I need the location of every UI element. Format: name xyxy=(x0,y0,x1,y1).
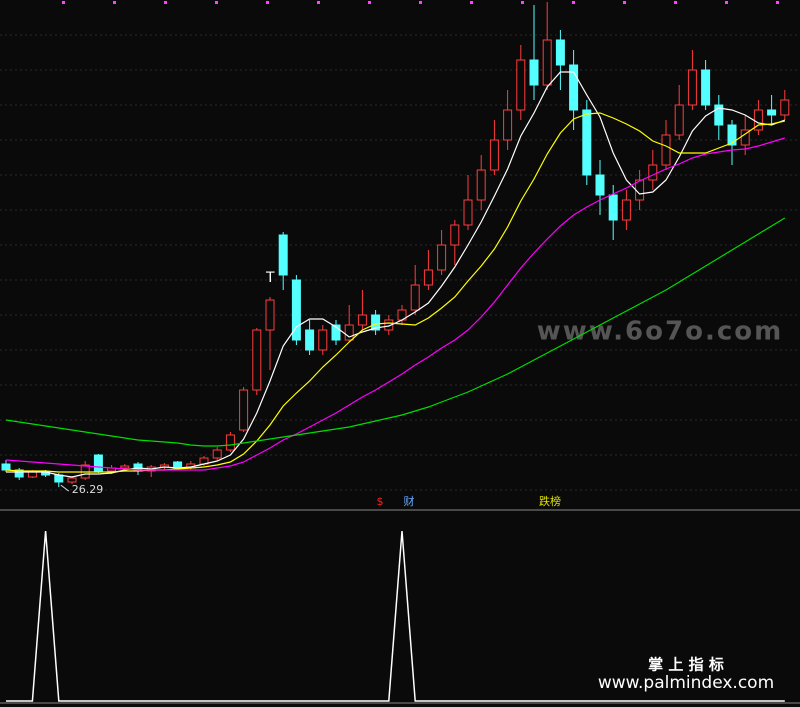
candle-body xyxy=(740,129,750,146)
candle-body xyxy=(423,269,433,286)
candle-body xyxy=(727,124,737,146)
candle-body xyxy=(450,224,460,246)
low-label: 26.29 xyxy=(72,483,104,496)
ma-line xyxy=(5,137,785,471)
top-marker xyxy=(164,1,167,4)
candle-body xyxy=(93,454,103,472)
candle-body xyxy=(687,69,697,106)
candle-body xyxy=(54,474,64,483)
candle-body xyxy=(489,139,499,171)
candle-body xyxy=(648,164,658,181)
candle-body xyxy=(371,314,381,331)
annotation: T xyxy=(265,270,275,286)
candle-body xyxy=(582,109,592,176)
indicator-line xyxy=(6,530,785,702)
candle-body xyxy=(225,434,235,451)
candle-body xyxy=(569,64,579,111)
top-marker xyxy=(62,1,65,4)
ma-line xyxy=(5,112,785,473)
candle-body xyxy=(120,465,130,469)
candle-body xyxy=(357,314,367,326)
watermark: www.6o7o.com xyxy=(537,317,783,347)
top-marker xyxy=(674,1,677,4)
candle-body xyxy=(265,299,275,331)
candle-body xyxy=(1,463,11,471)
top-marker xyxy=(776,1,779,4)
candle-body xyxy=(27,471,37,478)
candle-body xyxy=(437,244,447,271)
candle-body xyxy=(542,39,552,86)
candle-body xyxy=(714,104,724,126)
candle-body xyxy=(555,39,565,66)
candle-body xyxy=(661,134,671,166)
top-marker xyxy=(113,1,116,4)
candle-body xyxy=(701,69,711,106)
candle-body xyxy=(608,194,618,221)
candle-body xyxy=(252,329,262,391)
footer-url: www.palmindex.com xyxy=(598,673,774,693)
candle-body xyxy=(278,234,288,276)
top-marker xyxy=(266,1,269,4)
ma-line xyxy=(5,217,786,447)
candle-body xyxy=(529,59,539,86)
top-marker xyxy=(368,1,371,4)
candle-body xyxy=(212,449,222,459)
candle-body xyxy=(674,104,684,136)
signal-label: 跌榜 xyxy=(539,494,561,508)
low-arrow xyxy=(60,484,70,492)
candle-body xyxy=(410,284,420,311)
signal-label: $ xyxy=(377,495,384,508)
candle-body xyxy=(780,99,790,116)
top-marker xyxy=(572,1,575,4)
top-marker xyxy=(470,1,473,4)
top-marker xyxy=(419,1,422,4)
candle-body xyxy=(239,389,249,431)
candle-body xyxy=(318,329,328,351)
candle-body xyxy=(516,59,526,111)
candle-body xyxy=(476,169,486,201)
top-marker xyxy=(623,1,626,4)
candle-body xyxy=(14,469,24,478)
candle-body xyxy=(767,109,777,116)
candle-body xyxy=(384,319,394,331)
candle-body xyxy=(463,199,473,226)
footer-name: 掌 上 指 标 xyxy=(648,656,724,674)
top-marker xyxy=(215,1,218,4)
top-marker xyxy=(317,1,320,4)
candle-body xyxy=(305,329,315,351)
candle-body xyxy=(173,461,183,469)
candle-body xyxy=(595,174,605,196)
candle-body xyxy=(621,199,631,221)
candle-body xyxy=(291,279,301,341)
candle-body xyxy=(67,477,77,483)
candle-body xyxy=(503,109,513,141)
top-marker xyxy=(521,1,524,4)
signal-label: 财 xyxy=(404,494,415,508)
top-marker xyxy=(725,1,728,4)
candle-body xyxy=(331,324,341,341)
candle-body xyxy=(344,324,354,341)
